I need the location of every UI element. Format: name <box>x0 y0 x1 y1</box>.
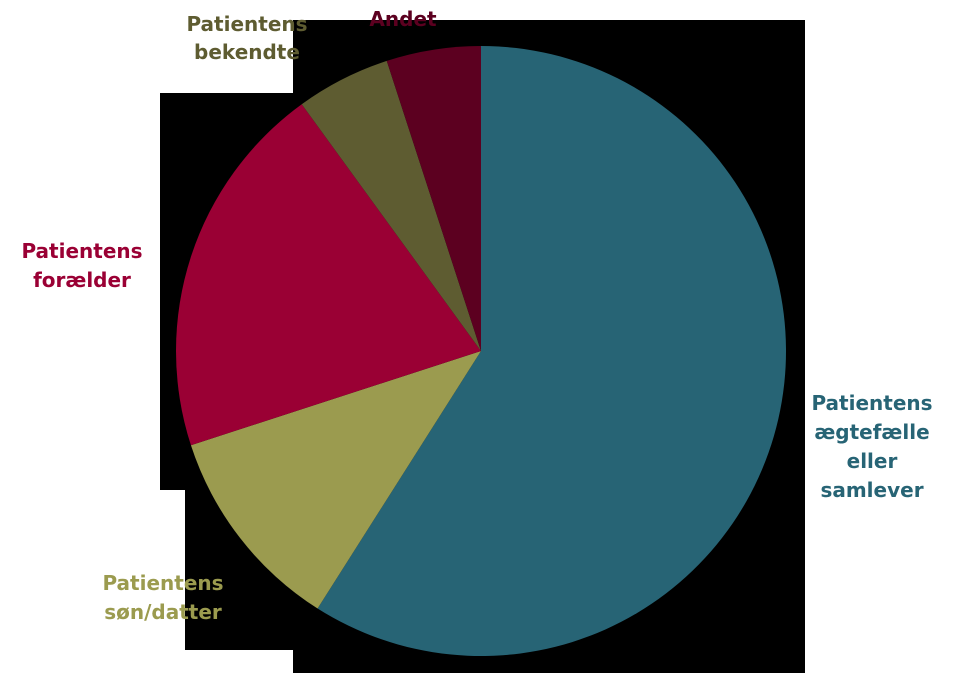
slice-label-5: Andet <box>369 7 437 31</box>
slice-label-line: Andet <box>369 7 437 31</box>
slice-label-1: Patientens ægtefælle eller samlever <box>811 391 932 502</box>
pie-slice-5 <box>386 46 481 351</box>
slice-label-line: Patientens <box>811 391 932 415</box>
pie-slice-1 <box>317 46 786 656</box>
pie-slices <box>176 46 786 656</box>
slice-label-line: bekendte <box>194 40 300 64</box>
slice-label-3: Patientens forælder <box>21 239 142 292</box>
slice-label-line: Patientens <box>102 571 223 595</box>
pie-labels: Patientens ægtefælle eller samleverPatiente… <box>21 7 932 624</box>
slice-label-line: ægtefælle <box>814 420 929 444</box>
slice-label-4: Patientens bekendte <box>186 12 307 64</box>
slice-label-2: Patientens søn/datter <box>102 571 223 624</box>
slice-label-line: Patientens <box>21 239 142 263</box>
slice-label-line: samlever <box>820 478 923 502</box>
slice-label-line: Patientens <box>186 12 307 36</box>
pie-slice-2 <box>190 351 481 609</box>
slice-label-line: forælder <box>33 268 131 292</box>
pie-slice-3 <box>176 104 481 446</box>
slice-label-line: eller <box>847 449 898 473</box>
slice-label-line: søn/datter <box>104 600 222 624</box>
pie-slice-4 <box>301 60 481 352</box>
